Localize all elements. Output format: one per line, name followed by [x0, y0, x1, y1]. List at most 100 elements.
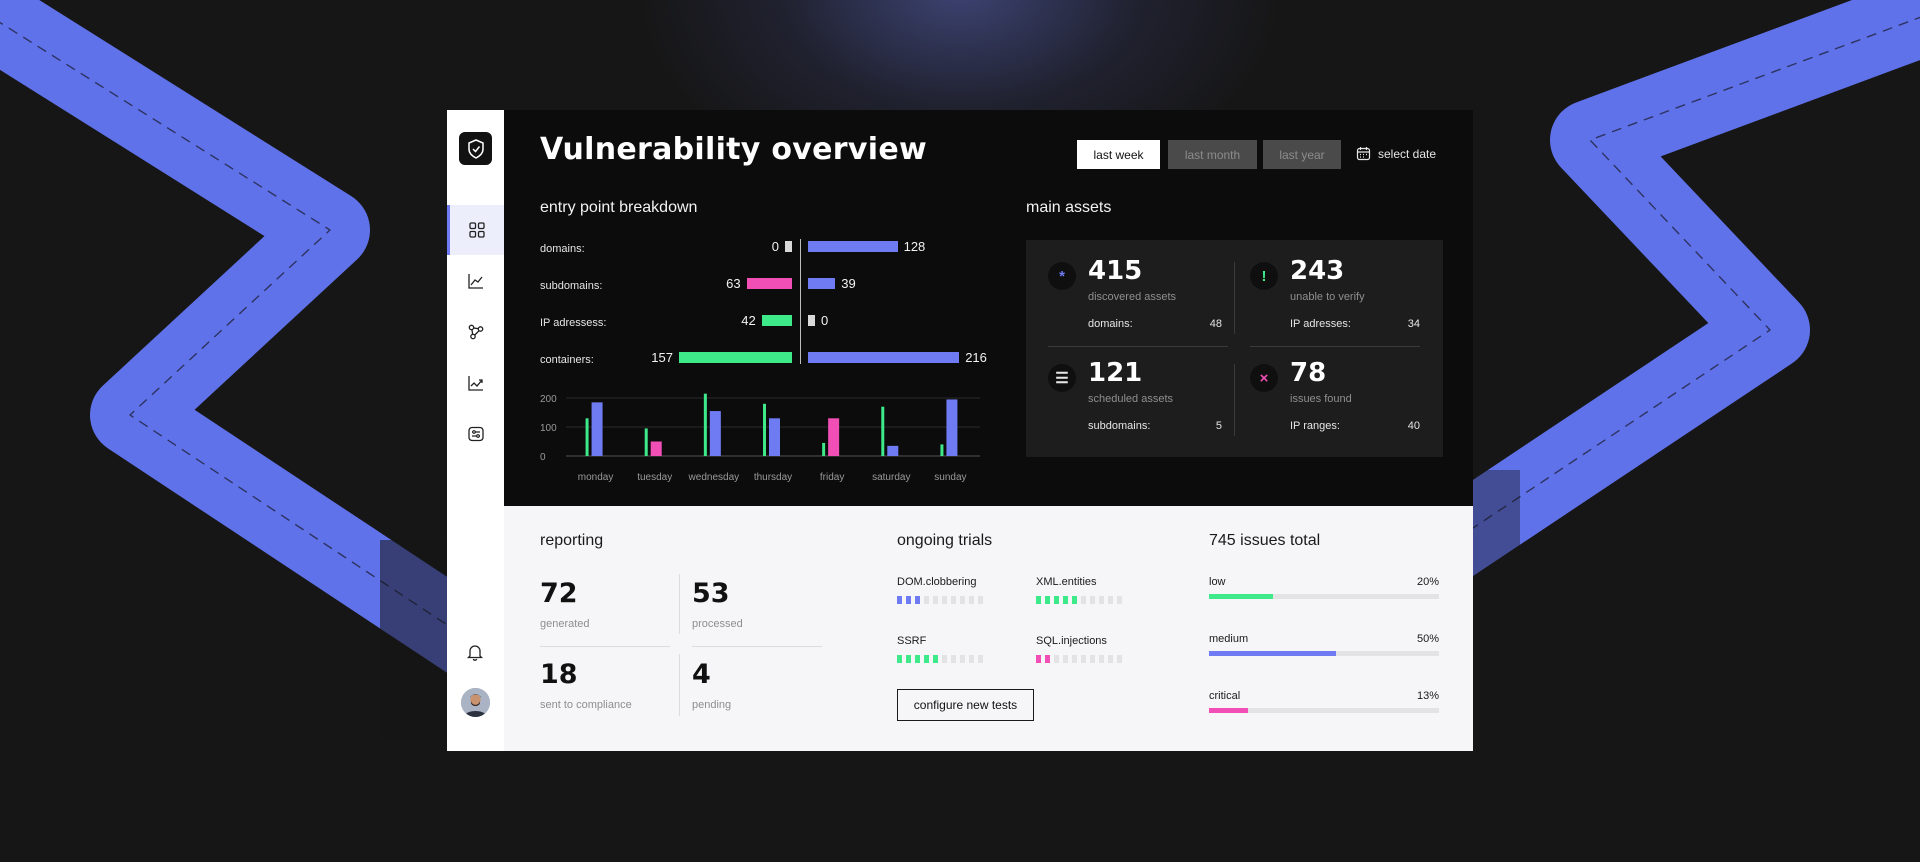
trial-progress-tick	[960, 596, 965, 604]
entry-value-right: 0	[821, 313, 829, 328]
page-title: Vulnerability overview	[540, 132, 928, 167]
chart-y-tick: 100	[540, 423, 557, 434]
notifications-button[interactable]	[465, 642, 485, 667]
ongoing-trials-title: ongoing trials	[897, 532, 993, 549]
trial-progress-tick	[915, 596, 920, 604]
trial-progress-tick	[1045, 596, 1050, 604]
entry-bar-right	[808, 315, 815, 326]
close-icon: ×	[1250, 364, 1278, 392]
trial-progress-tick	[897, 596, 902, 604]
chart-y-tick: 0	[540, 452, 546, 463]
trial-progress-tick	[1099, 655, 1104, 663]
sidebar-item-settings[interactable]	[447, 409, 504, 459]
trial-progress-tick	[1036, 596, 1041, 604]
issue-bar-fill	[1209, 708, 1249, 713]
chart-bar-green	[585, 418, 589, 456]
trial-progress-tick	[1045, 655, 1050, 663]
issue-level: critical	[1209, 690, 1241, 702]
asset-label: unable to verify	[1290, 291, 1365, 303]
issue-bar-track	[1209, 594, 1439, 599]
line-chart-icon	[467, 274, 483, 289]
avatar[interactable]	[461, 688, 490, 717]
overview-panel: Vulnerability overview last week last mo…	[504, 110, 1473, 506]
trial-progress-tick	[924, 596, 929, 604]
trial-progress-tick	[942, 596, 947, 604]
chart-x-label: monday	[578, 472, 614, 483]
entry-bar-right	[808, 241, 898, 252]
issue-level: low	[1209, 576, 1226, 588]
trial-progress-tick	[1081, 596, 1086, 604]
asset-label: scheduled assets	[1088, 393, 1173, 405]
report-divider	[679, 574, 680, 634]
entry-value-right: 128	[903, 239, 926, 254]
sidebar-item-trends[interactable]	[447, 358, 504, 408]
chart-bar-secondary	[946, 399, 958, 456]
entry-value-right: 39	[841, 276, 856, 291]
trial-progress-tick	[1072, 655, 1077, 663]
chart-bar-green	[644, 428, 648, 456]
asset-key: domains:	[1088, 318, 1133, 330]
trial-progress-tick	[924, 655, 929, 663]
asset-key: subdomains:	[1088, 420, 1151, 432]
report-stat-label: sent to compliance	[540, 699, 632, 711]
entry-label-subdomains: subdomains:	[540, 280, 603, 292]
sidebar-item-overview[interactable]	[447, 205, 504, 255]
grid-icon	[469, 222, 485, 238]
chart-bar-green	[763, 403, 766, 456]
chart-x-label: thursday	[754, 472, 792, 483]
range-last-month-button[interactable]: last month	[1168, 140, 1257, 169]
entry-bar-right	[808, 278, 836, 289]
issue-percent: 50%	[1416, 633, 1439, 645]
trial-progress-tick	[1108, 596, 1113, 604]
trial-progress-tick	[942, 655, 947, 663]
sidebar-item-analytics[interactable]	[447, 256, 504, 306]
entry-bar-left	[678, 352, 792, 363]
trial-progress-tick	[897, 655, 902, 663]
entry-label-containers: containers:	[540, 354, 594, 366]
trial-progress-tick	[969, 596, 974, 604]
issue-bar-fill	[1209, 594, 1274, 599]
trial-progress-tick	[915, 655, 920, 663]
report-stat-value: 4	[692, 659, 711, 690]
chart-bar-secondary	[887, 445, 899, 456]
main-assets-title: main assets	[1026, 199, 1112, 216]
trial-progress	[897, 596, 983, 604]
trial-progress-tick	[1054, 655, 1059, 663]
entry-value-left: 157	[651, 350, 673, 365]
report-divider	[540, 646, 670, 647]
entry-bar-right	[808, 352, 960, 363]
chart-bar-secondary	[591, 402, 603, 456]
range-last-week-button[interactable]: last week	[1077, 140, 1160, 169]
trial-progress-tick	[1108, 655, 1113, 663]
asset-count: 34	[1407, 318, 1420, 330]
chart-bar-green	[822, 442, 826, 456]
chart-bar-secondary	[709, 411, 721, 456]
bell-icon	[466, 645, 484, 661]
report-stat-label: pending	[692, 699, 732, 711]
trial-progress-tick	[1090, 596, 1095, 604]
chart-bar-secondary	[769, 418, 780, 456]
select-date-button[interactable]: select date	[1356, 146, 1436, 161]
asterisk-icon: *	[1048, 262, 1076, 290]
assets-divider	[1250, 346, 1420, 347]
report-divider	[679, 654, 680, 716]
asset-value: 121	[1088, 358, 1143, 388]
range-last-year-button[interactable]: last year	[1263, 140, 1341, 169]
entry-bar-left	[761, 315, 792, 326]
trial-progress-tick	[1072, 596, 1077, 604]
chart-bar-secondary	[650, 441, 662, 456]
shield-check-icon[interactable]	[459, 132, 492, 165]
report-stat-value: 18	[540, 659, 578, 690]
trial-name: SSRF	[897, 635, 927, 647]
trial-progress-tick	[1117, 596, 1122, 604]
trial-progress-tick	[1090, 655, 1095, 663]
trial-progress	[1036, 596, 1122, 604]
trial-progress-tick	[960, 655, 965, 663]
issue-level: medium	[1209, 633, 1249, 645]
sidebar-item-network[interactable]	[447, 307, 504, 357]
configure-tests-button[interactable]: configure new tests	[897, 689, 1034, 721]
trial-progress-tick	[906, 596, 911, 604]
trial-progress-tick	[951, 596, 956, 604]
chart-x-label: sunday	[934, 472, 966, 483]
trial-progress-tick	[978, 596, 983, 604]
